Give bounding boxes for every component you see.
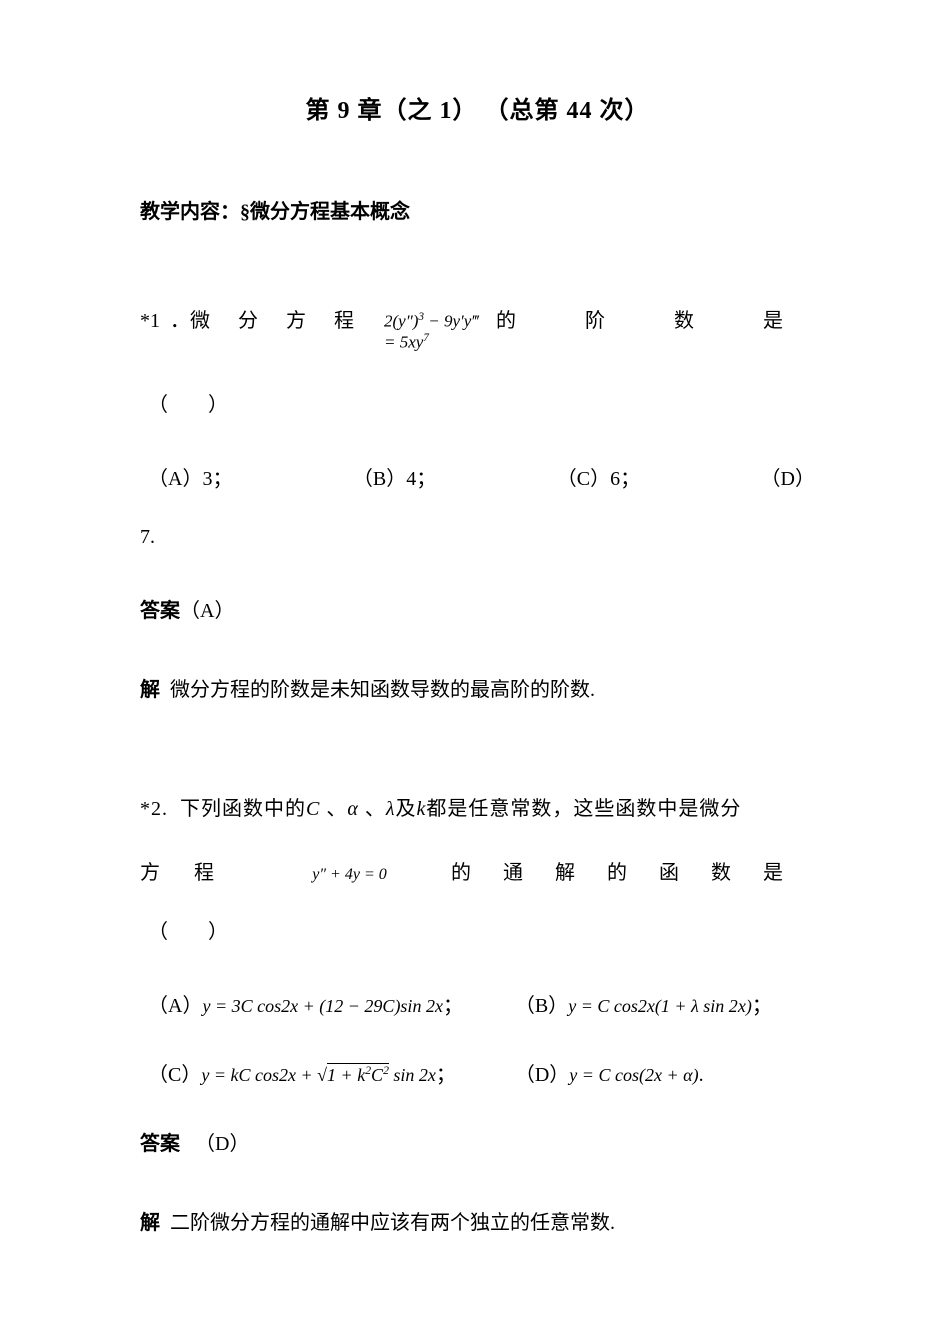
q1-lead-text: 微分方程 — [190, 304, 382, 333]
q2-lead-1a: 下列函数中的 — [180, 798, 306, 820]
q1-answer-label: 答案 — [140, 600, 180, 622]
q2-line2-tail: 的通解的函数是 — [451, 856, 815, 885]
q2-var-lambda: λ — [386, 798, 396, 820]
q2-option-a-eq: y = 3C cos2x + (12 − 29C)sin 2x — [202, 996, 442, 1016]
q2-line2-seg1: 方程 — [140, 856, 248, 885]
q2-answer-label: 答案 — [140, 1133, 180, 1155]
q1-answer: 答案（A） — [140, 594, 815, 623]
q2-options-row2: （C）y = kC cos2x + √1 + k2C2 sin 2x； （D）y… — [140, 1058, 815, 1087]
q2-var-alpha: α — [347, 798, 359, 820]
q1-option-d-value: 7. — [140, 526, 815, 549]
q2-option-d-eq: y = C cos(2x + α) — [569, 1065, 698, 1085]
q1-explanation: 解 微分方程的阶数是未知函数导数的最高阶的阶数. — [140, 673, 815, 702]
question-2: *2. 下列函数中的C 、α 、λ及k都是任意常数，这些函数中是微分 方程 y″… — [140, 792, 815, 1235]
q2-prompt-line2: 方程 y″ + 4y = 0 的通解的函数是 — [140, 856, 815, 885]
q2-explanation: 解 二阶微分方程的通解中应该有两个独立的任意常数. — [140, 1206, 815, 1235]
q2-blank: （ ） — [140, 915, 815, 944]
q1-option-a: （A）3； — [148, 462, 232, 491]
q2-sep2: 、 — [365, 798, 386, 820]
q2-option-b: （B）y = C cos2x(1 + λ sin 2x)； — [515, 989, 815, 1018]
q1-explain-text: 微分方程的阶数是未知函数导数的最高阶的阶数. — [170, 679, 595, 701]
section-text: §微分方程基本概念 — [240, 201, 410, 223]
q2-option-b-eq: y = C cos2x(1 + λ sin 2x) — [568, 996, 752, 1016]
q1-number: *1 ． — [140, 304, 190, 333]
q1-options: （A）3； （B）4； （C）6； （D） — [140, 462, 815, 491]
q2-option-a: （A）y = 3C cos2x + (12 − 29C)sin 2x； — [148, 989, 515, 1018]
question-1: *1 ． 微分方程 2(y″)3 − 9y′y‴ = 5xy7 的 阶 数 是 … — [140, 304, 815, 702]
q2-explain-label: 解 — [140, 1212, 160, 1234]
q2-options-row1: （A）y = 3C cos2x + (12 − 29C)sin 2x； （B）y… — [140, 989, 815, 1018]
q1-option-c: （C）6； — [557, 462, 640, 491]
q2-option-d: （D）y = C cos(2x + α). — [515, 1058, 815, 1087]
q2-equation: y″ + 4y = 0 — [312, 866, 386, 884]
chapter-title: 第 9 章（之 1） （总第 44 次） — [140, 90, 815, 125]
q1-option-d: （D） — [761, 462, 815, 491]
q2-explain-text: 二阶微分方程的通解中应该有两个独立的任意常数. — [170, 1212, 615, 1234]
q1-equation: 2(y″)3 − 9y′y‴ = 5xy7 — [382, 311, 496, 352]
q1-tail-text: 的 阶 数 是 — [496, 304, 815, 333]
q2-var-k: k — [417, 798, 427, 820]
q2-prompt-line1: *2. 下列函数中的C 、α 、λ及k都是任意常数，这些函数中是微分 — [140, 792, 815, 821]
q2-number: *2. — [140, 798, 168, 820]
q2-sep1: 、 — [326, 798, 347, 820]
q1-explain-label: 解 — [140, 679, 160, 701]
q2-option-c: （C）y = kC cos2x + √1 + k2C2 sin 2x； — [148, 1058, 515, 1087]
q2-lead-1b: 都是任意常数，这些函数中是微分 — [426, 798, 741, 820]
q2-answer-value: （D） — [195, 1133, 249, 1155]
section-header: 教学内容：§微分方程基本概念 — [140, 195, 815, 224]
section-label: 教学内容： — [140, 201, 240, 223]
q1-prompt-line: *1 ． 微分方程 2(y″)3 − 9y′y‴ = 5xy7 的 阶 数 是 — [140, 304, 815, 353]
q2-var-c: C — [306, 798, 320, 820]
q1-option-b: （B）4； — [353, 462, 436, 491]
q2-and: 及 — [396, 798, 417, 820]
q1-answer-value: （A） — [180, 600, 234, 622]
q2-answer: 答案 （D） — [140, 1127, 815, 1156]
q2-option-c-eq: y = kC cos2x + √1 + k2C2 sin 2x — [201, 1063, 436, 1085]
q1-blank: （ ） — [140, 388, 815, 417]
